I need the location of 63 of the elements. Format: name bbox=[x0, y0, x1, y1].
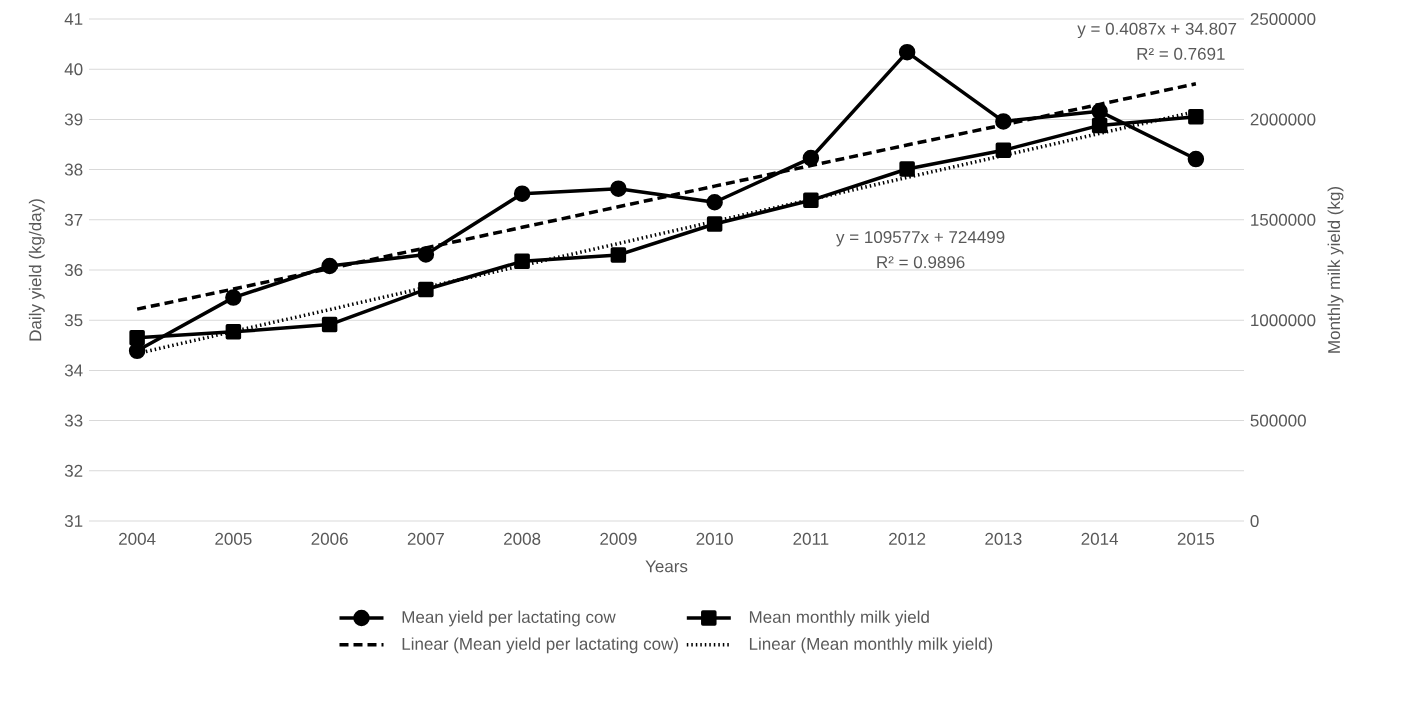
x-tick-label: 2013 bbox=[985, 532, 1022, 545]
point bbox=[706, 216, 723, 232]
y-tick-label: 31 bbox=[64, 514, 83, 528]
point bbox=[225, 289, 242, 306]
point bbox=[513, 185, 531, 202]
point bbox=[321, 257, 338, 275]
y-axis-title: Daily yield (kg/day) bbox=[28, 199, 45, 341]
y-tick-label: 39 bbox=[64, 113, 83, 126]
legend-label: Linear (Mean monthly milk yield) bbox=[749, 637, 993, 654]
point bbox=[899, 161, 915, 177]
x-tick-label: 2011 bbox=[793, 532, 829, 545]
y2-tick-label: 2500000 bbox=[1250, 12, 1316, 26]
y-tick-label: 34 bbox=[64, 364, 83, 377]
y-tick-label: 32 bbox=[64, 464, 83, 477]
point bbox=[706, 193, 723, 211]
x-axis-title: Years bbox=[645, 560, 688, 573]
x-tick-label: 2012 bbox=[889, 532, 926, 545]
y-tick-label: 38 bbox=[64, 163, 83, 176]
y2-tick-label: 1500000 bbox=[1251, 213, 1316, 226]
point bbox=[418, 281, 434, 298]
point bbox=[610, 247, 627, 263]
x-tick-label: 2010 bbox=[696, 532, 733, 545]
point bbox=[129, 329, 145, 346]
x-tick-label: 2015 bbox=[1177, 532, 1215, 545]
point bbox=[803, 192, 819, 209]
y-tick-label: 41 bbox=[64, 13, 83, 25]
point bbox=[610, 180, 627, 197]
y-tick-label: 35 bbox=[64, 314, 83, 327]
legend-label: Mean yield per lactating cow bbox=[402, 610, 616, 627]
x-tick-label: 2014 bbox=[1081, 532, 1119, 545]
y2-tick-label: 0 bbox=[1250, 514, 1259, 528]
x-tick-label: 2007 bbox=[407, 532, 444, 545]
y2-tick-label: 500000 bbox=[1250, 414, 1306, 427]
point bbox=[1187, 150, 1205, 168]
x-tick-label: 2006 bbox=[311, 532, 348, 545]
x-tick-label: 2008 bbox=[504, 532, 541, 545]
point bbox=[802, 149, 820, 167]
annotation: y = 0.4087x + 34.807 bbox=[1077, 22, 1237, 39]
annotation: y = 109577x + 724499 bbox=[836, 231, 1005, 247]
point bbox=[225, 324, 242, 340]
y-tick-label: 33 bbox=[64, 414, 83, 427]
x-tick-label: 2005 bbox=[215, 532, 252, 545]
annotation: R² = 0.7691 bbox=[1137, 47, 1225, 60]
legend-label: Mean monthly milk yield bbox=[749, 610, 929, 627]
y-tick-label: 37 bbox=[64, 213, 83, 226]
point bbox=[1091, 117, 1108, 134]
y2-tick-label: 1000000 bbox=[1251, 314, 1316, 327]
y2-tick-label: 2000000 bbox=[1250, 113, 1316, 126]
point bbox=[898, 43, 916, 61]
x-tick-label: 2004 bbox=[119, 532, 156, 545]
point bbox=[1091, 103, 1108, 120]
point bbox=[995, 142, 1012, 159]
legend-label: Linear (Mean yield per lactating cow) bbox=[402, 637, 678, 654]
point bbox=[417, 246, 435, 263]
point bbox=[995, 113, 1012, 130]
point bbox=[321, 316, 338, 333]
x-tick-label: 2009 bbox=[600, 532, 637, 545]
y-tick-label: 36 bbox=[64, 263, 83, 277]
y-tick-label: 40 bbox=[64, 63, 83, 76]
point bbox=[1188, 109, 1204, 125]
annotation: R² = 0.9896 bbox=[877, 256, 965, 269]
point bbox=[514, 253, 530, 270]
y2-axis-title: Monthly milk yield (kg) bbox=[1327, 187, 1344, 353]
